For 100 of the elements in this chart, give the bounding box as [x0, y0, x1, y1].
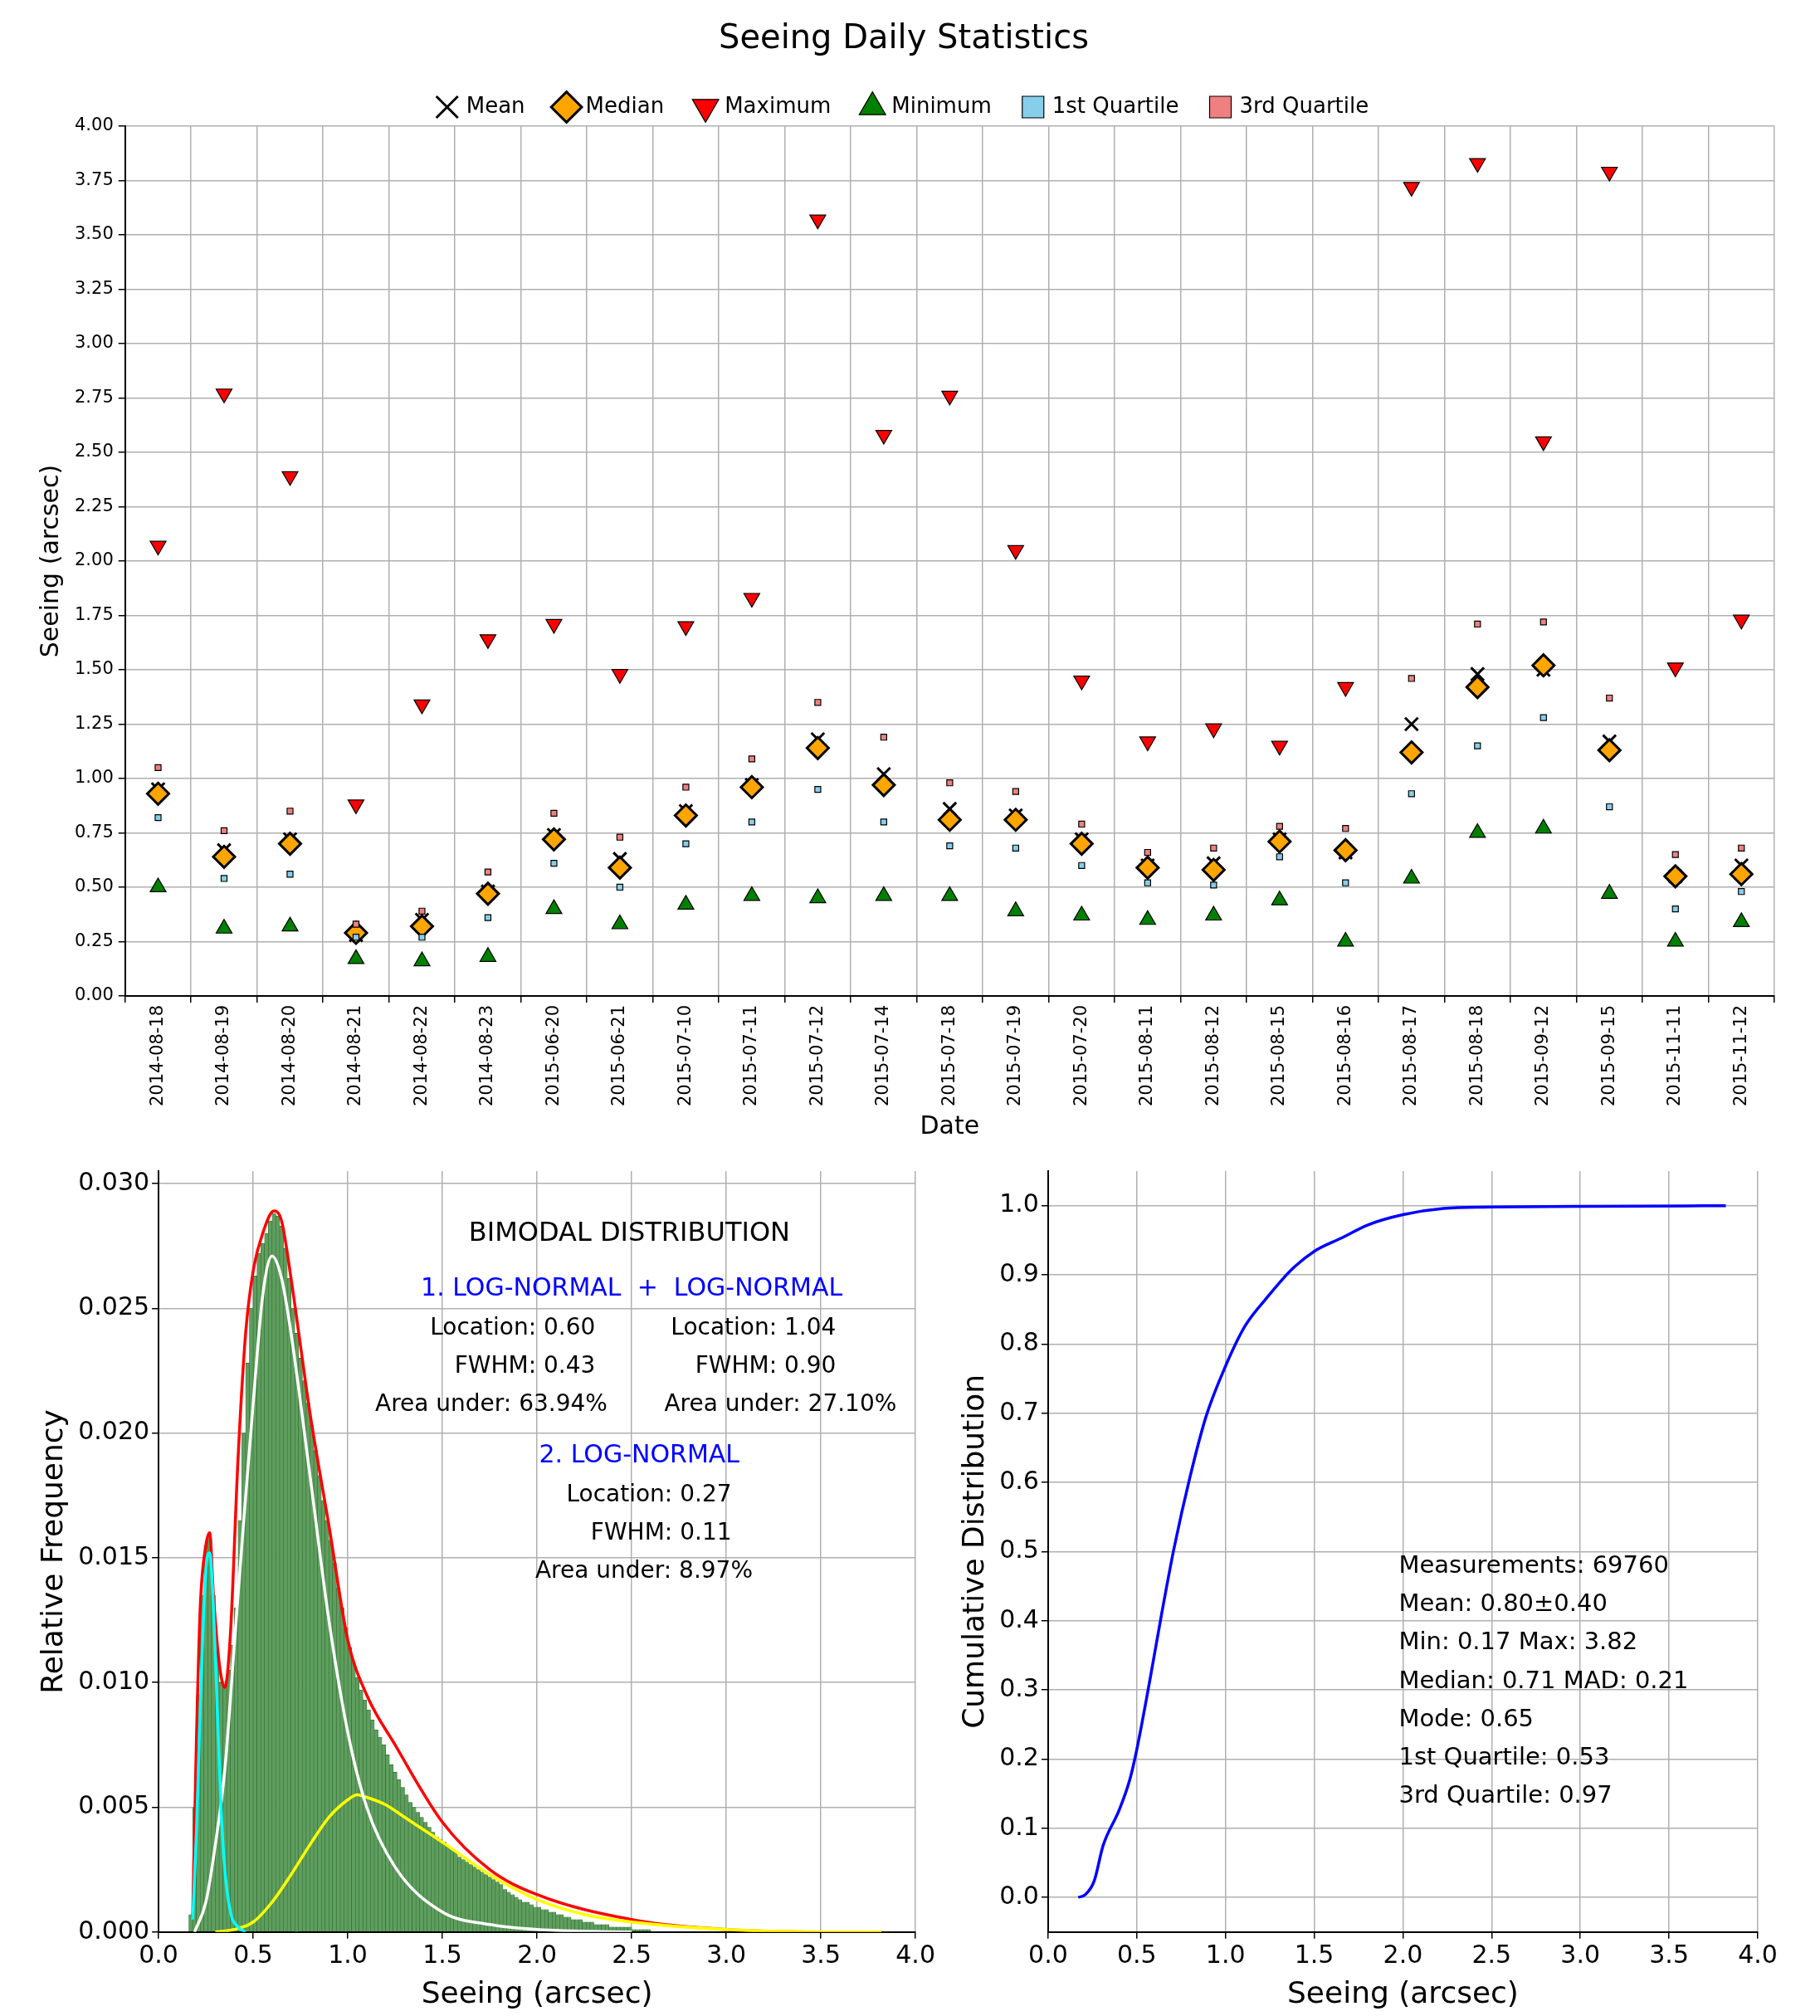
y-tick-label: 2.25 [74, 495, 114, 515]
y-tick-label: 2.00 [74, 549, 114, 570]
x-tick-label: 2015-08-17 [1400, 1004, 1421, 1106]
y-tick-label: 0.3 [999, 1672, 1039, 1702]
x-tick-label: 1.0 [1205, 1939, 1246, 1969]
x-tick-label: 2015-07-11 [740, 1004, 761, 1106]
y-tick-label: 0.1 [999, 1811, 1039, 1841]
x-tick-label: 2015-11-11 [1664, 1004, 1685, 1106]
x-tick-label: 2015-07-20 [1070, 1004, 1091, 1106]
x-tick-label: 2015-07-10 [674, 1004, 695, 1106]
y-tick-label: 0.7 [999, 1396, 1039, 1426]
annotation: Mode: 0.65 [1398, 1703, 1535, 1732]
annotation: Location: 0.60 [430, 1313, 596, 1341]
x-axis-title: Seeing (arcsec) [421, 1975, 653, 2009]
y-tick-label: 3.25 [74, 277, 114, 298]
x-tick-label: 2015-08-12 [1202, 1004, 1222, 1106]
legend-label: 1st Quartile [1052, 92, 1179, 118]
x-tick-label: 4.0 [1738, 1939, 1778, 1969]
x-tick-label: 2014-08-23 [476, 1004, 497, 1106]
x-tick-label: 2014-08-18 [146, 1004, 167, 1106]
y-tick-label: 0.00 [74, 984, 114, 1005]
y-tick-label: 0.8 [999, 1327, 1039, 1357]
x-tick-label: 0.0 [1028, 1939, 1068, 1969]
annotation: Mean: 0.80±0.40 [1398, 1589, 1608, 1618]
y-axis-title: Relative Frequency [34, 1409, 69, 1694]
x-tick-label: 2015-09-15 [1598, 1004, 1618, 1106]
y-axis-title: Seeing (arcsec) [34, 464, 64, 658]
y-tick-label: 1.00 [74, 767, 114, 788]
y-tick-label: 1.25 [74, 712, 114, 733]
x-tick-label: 2015-07-18 [938, 1004, 959, 1106]
annotation: Location: 1.04 [671, 1313, 837, 1341]
x-tick-label: 2015-08-15 [1268, 1004, 1289, 1106]
y-tick-label: 0.2 [999, 1742, 1039, 1772]
y-tick-label: 0.025 [78, 1291, 150, 1321]
y-tick-label: 0.5 [999, 1535, 1039, 1564]
y-tick-label: 2.50 [74, 441, 114, 461]
y-tick-label: 1.0 [999, 1189, 1039, 1218]
y-tick-label: 3.00 [74, 332, 114, 353]
x-tick-label: 2014-08-22 [410, 1004, 431, 1106]
annotation: FWHM: 0.11 [590, 1517, 732, 1545]
y-tick-label: 0.9 [999, 1257, 1039, 1287]
annotation: Area under: 27.10% [664, 1389, 897, 1417]
y-tick-label: 0.50 [74, 876, 114, 896]
x-tick-label: 2014-08-20 [278, 1004, 299, 1106]
x-tick-label: 2015-08-16 [1334, 1004, 1354, 1106]
y-tick-label: 1.50 [74, 658, 114, 679]
x-tick-label: 2015-07-12 [806, 1004, 827, 1106]
x-tick-label: 3.5 [1649, 1939, 1689, 1969]
y-tick-label: 0.005 [78, 1790, 150, 1820]
x-tick-label: 0.5 [233, 1939, 273, 1969]
x-tick-label: 3.5 [801, 1939, 841, 1969]
x-tick-label: 2.0 [517, 1939, 557, 1969]
x-tick-label: 2.5 [1471, 1939, 1512, 1969]
y-tick-label: 0.020 [78, 1416, 150, 1446]
x-tick-label: 2015-11-12 [1730, 1004, 1750, 1106]
x-tick-label: 2014-08-21 [344, 1004, 365, 1106]
y-tick-label: 0.015 [78, 1540, 150, 1570]
x-tick-label: 2015-07-19 [1004, 1004, 1025, 1106]
annotation: FWHM: 0.90 [695, 1350, 837, 1379]
y-tick-label: 0.25 [74, 930, 114, 950]
legend-label: Median [585, 92, 665, 118]
legend-label: 3rd Quartile [1239, 92, 1369, 118]
annotation: BIMODAL DISTRIBUTION [468, 1216, 791, 1248]
x-tick-label: 2014-08-19 [212, 1004, 233, 1106]
y-tick-label: 0.75 [74, 821, 114, 842]
y-tick-label: 0.0 [999, 1880, 1039, 1910]
x-tick-label: 2015-08-18 [1466, 1004, 1486, 1106]
y-tick-label: 0.030 [78, 1166, 150, 1196]
x-tick-label: 3.0 [706, 1939, 746, 1969]
annotation: Location: 0.27 [566, 1479, 732, 1507]
x-tick-label: 2015-08-11 [1136, 1004, 1157, 1106]
x-tick-label: 2015-06-21 [608, 1004, 629, 1106]
legend-label: Mean [466, 92, 525, 118]
y-tick-label: 3.50 [74, 223, 114, 244]
x-tick-label: 0.5 [1116, 1939, 1157, 1969]
x-tick-label: 2015-09-12 [1532, 1004, 1553, 1106]
x-tick-label: 2.0 [1383, 1939, 1423, 1969]
legend-label: Maximum [725, 92, 832, 118]
x-tick-label: 1.5 [1294, 1939, 1335, 1969]
x-tick-label: 3.0 [1560, 1939, 1601, 1969]
x-axis-title: Seeing (arcsec) [1286, 1975, 1519, 2009]
annotation: FWHM: 0.43 [454, 1350, 596, 1379]
annotation: 1st Quartile: 0.53 [1398, 1741, 1610, 1770]
y-axis-title: Cumulative Distribution [955, 1374, 990, 1729]
chart-title: Seeing Daily Statistics [719, 17, 1089, 56]
y-tick-label: 0.010 [78, 1666, 150, 1696]
x-tick-label: 2015-06-20 [542, 1004, 563, 1106]
y-tick-label: 4.00 [74, 115, 114, 135]
x-tick-label: 1.0 [328, 1939, 368, 1969]
annotation: Measurements: 69760 [1398, 1550, 1669, 1579]
y-tick-label: 2.75 [74, 386, 114, 407]
y-tick-label: 0.6 [999, 1465, 1039, 1495]
annotation: 2. LOG-NORMAL [539, 1438, 740, 1468]
annotation: Area under: 63.94% [374, 1389, 607, 1417]
x-tick-label: 1.5 [422, 1939, 462, 1969]
x-tick-label: 2.5 [612, 1939, 651, 1969]
y-tick-label: 0.4 [999, 1604, 1039, 1633]
annotation: Area under: 8.97% [534, 1555, 754, 1584]
annotation: Median: 0.71 MAD: 0.21 [1398, 1665, 1689, 1694]
annotation: 3rd Quartile: 0.97 [1398, 1779, 1613, 1809]
